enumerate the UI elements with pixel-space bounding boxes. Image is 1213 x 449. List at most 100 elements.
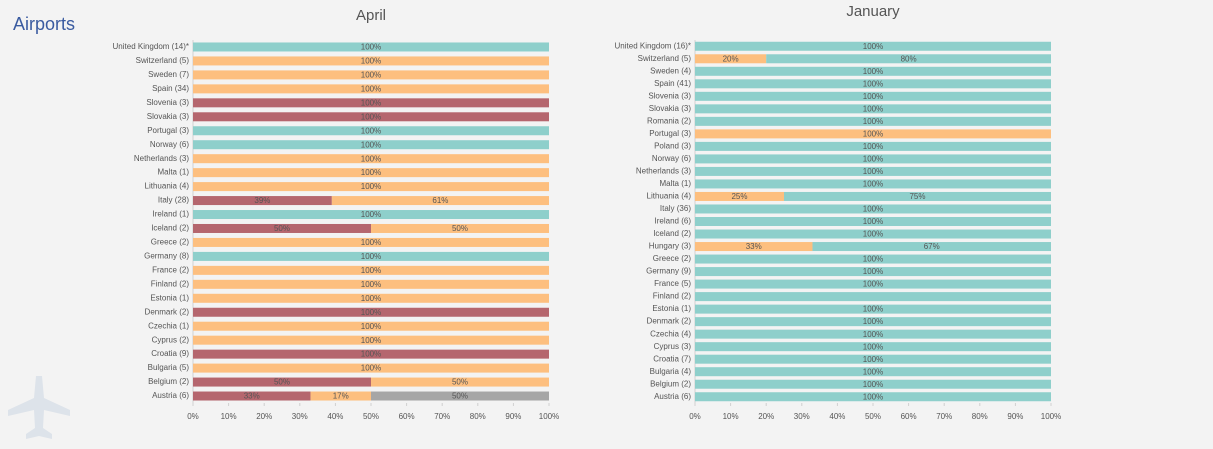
bar-segment (766, 54, 1051, 64)
y-tick-label: Ireland (6) (655, 217, 692, 226)
bar-segment (695, 129, 1051, 139)
bar-segment (695, 329, 1051, 339)
y-tick-label: Bulgaria (5) (148, 363, 190, 372)
bar-segment (695, 179, 1051, 189)
bar-segment (695, 217, 1051, 226)
x-tick-label: 90% (505, 412, 521, 421)
y-tick-label: Greece (2) (653, 254, 692, 263)
value-label: 50% (452, 392, 468, 401)
y-tick-label: Malta (1) (157, 168, 189, 177)
bar-segment (695, 41, 1051, 51)
y-tick-label: Poland (3) (654, 142, 691, 151)
y-tick-label: Sweden (7) (148, 70, 189, 79)
y-tick-label: Malta (1) (659, 179, 691, 188)
value-label: 39% (254, 196, 270, 205)
value-label: 100% (361, 140, 381, 149)
bar-segment (695, 229, 1051, 239)
y-tick-label: Slovakia (3) (649, 104, 692, 113)
value-label: 100% (361, 71, 381, 80)
y-tick-label: Romania (2) (647, 116, 691, 125)
y-tick-label: Croatia (7) (653, 354, 691, 363)
y-tick-label: Denmark (2) (647, 317, 692, 326)
value-label: 100% (863, 180, 883, 189)
value-label: 100% (863, 155, 883, 164)
bar-segment (193, 140, 549, 150)
bar-segment (695, 104, 1051, 114)
value-label: 100% (863, 167, 883, 176)
bar-segment (331, 196, 549, 206)
value-label: 100% (863, 255, 883, 264)
y-tick-label: Bulgaria (4) (650, 367, 692, 376)
x-tick-label: 30% (794, 412, 810, 421)
x-tick-label: 80% (972, 412, 988, 421)
y-tick-label: Slovakia (3) (147, 112, 190, 121)
value-label: 25% (731, 192, 747, 201)
value-label: 100% (361, 364, 381, 373)
value-label: 100% (863, 355, 883, 364)
x-tick-label: 0% (187, 412, 199, 421)
value-label: 100% (863, 42, 883, 51)
x-tick-label: 100% (539, 412, 559, 421)
value-label: 100% (863, 129, 883, 138)
y-tick-label: Lithuania (4) (647, 192, 692, 201)
bar-segment (695, 279, 1051, 289)
bar-segment (695, 116, 1051, 126)
bar-segment (784, 191, 1051, 201)
value-label: 50% (452, 224, 468, 233)
y-tick-label: Slovenia (3) (648, 91, 691, 100)
value-label: 100% (863, 380, 883, 389)
value-label: 100% (863, 230, 883, 239)
bar-segment (695, 154, 1051, 164)
y-tick-label: Portugal (3) (147, 126, 189, 135)
bar-segment (695, 392, 1051, 402)
x-tick-label: 20% (758, 412, 774, 421)
value-label: 100% (361, 182, 381, 191)
value-label: 100% (863, 104, 883, 113)
value-label: 50% (274, 378, 290, 387)
value-label: 33% (746, 242, 762, 251)
bar-segment (695, 354, 1051, 364)
value-label: 100% (863, 305, 883, 314)
bar-segment (193, 182, 549, 192)
value-label: 100% (863, 142, 883, 151)
bar-segment (193, 210, 549, 220)
bar-segment (193, 363, 549, 373)
y-tick-label: Italy (36) (660, 204, 691, 213)
y-tick-label: Finland (2) (151, 279, 190, 288)
bar-segment (193, 391, 311, 401)
y-tick-label: Czechia (1) (148, 321, 189, 330)
x-tick-label: 90% (1007, 412, 1023, 421)
x-tick-label: 60% (399, 412, 415, 421)
value-label: 20% (723, 54, 739, 63)
bar-segment (193, 321, 549, 331)
page-title: Airports (13, 14, 75, 34)
y-tick-label: Iceland (2) (151, 224, 189, 233)
value-label: 100% (361, 43, 381, 52)
value-label: 100% (361, 294, 381, 303)
value-label: 80% (901, 54, 917, 63)
value-label: 100% (361, 252, 381, 261)
y-tick-label: Hungary (3) (649, 242, 692, 251)
x-tick-label: 40% (327, 412, 343, 421)
value-label: 100% (863, 217, 883, 226)
bar-segment (193, 279, 549, 289)
y-tick-label: Switzerland (5) (136, 56, 190, 65)
x-tick-label: 10% (221, 412, 237, 421)
x-tick-label: 70% (434, 412, 450, 421)
bar-segment (371, 377, 549, 387)
value-label: 100% (863, 280, 883, 289)
value-label: 100% (361, 308, 381, 317)
y-tick-label: United Kingdom (14)* (113, 42, 189, 51)
bar-segment (193, 251, 549, 261)
y-tick-label: Norway (6) (652, 154, 691, 163)
bar-segment (371, 223, 549, 233)
x-tick-label: 20% (256, 412, 272, 421)
bar-segment (812, 242, 1051, 252)
value-label: 100% (863, 317, 883, 326)
value-label: 33% (244, 392, 260, 401)
y-tick-label: Croatia (9) (151, 349, 189, 358)
y-tick-label: Austria (6) (152, 391, 189, 400)
bar-segment (193, 98, 549, 108)
bar-segment (193, 307, 549, 317)
